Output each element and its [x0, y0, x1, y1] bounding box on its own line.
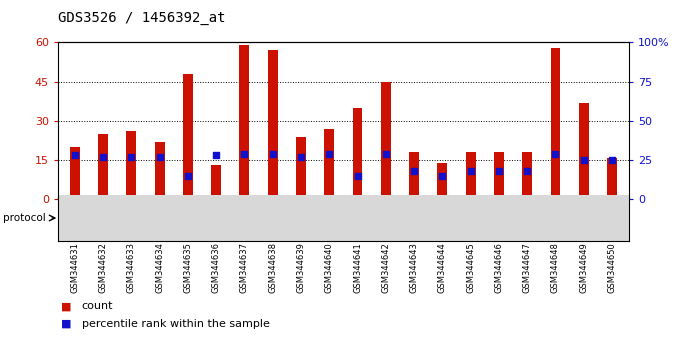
Bar [551, 48, 560, 199]
Text: count: count [82, 301, 113, 311]
Bar [154, 142, 165, 199]
Bar [268, 50, 277, 199]
Bar [437, 163, 447, 199]
Point [267, 151, 278, 157]
Point [69, 153, 80, 158]
Bar [381, 82, 391, 199]
Text: myostatin inhibition: myostatin inhibition [426, 211, 544, 224]
Point [98, 154, 109, 160]
Bar [324, 129, 334, 199]
Point [324, 151, 335, 157]
Point [578, 157, 589, 163]
FancyBboxPatch shape [58, 201, 341, 239]
Bar [126, 131, 136, 199]
Point [550, 151, 561, 157]
Bar [522, 152, 532, 199]
Bar [70, 147, 80, 199]
Point [607, 157, 617, 163]
Bar [579, 103, 589, 199]
Bar [494, 152, 504, 199]
Point [154, 154, 165, 160]
Point [522, 169, 532, 174]
Text: percentile rank within the sample: percentile rank within the sample [82, 319, 269, 329]
Point [239, 151, 250, 157]
Point [465, 169, 476, 174]
Point [380, 151, 391, 157]
Point [409, 169, 420, 174]
Bar [211, 165, 221, 199]
Bar [183, 74, 193, 199]
Point [437, 173, 448, 179]
Bar [607, 158, 617, 199]
Point [296, 154, 307, 160]
Bar [296, 137, 306, 199]
Bar [98, 134, 108, 199]
Text: protocol: protocol [3, 213, 46, 223]
Point [126, 154, 137, 160]
Point [494, 169, 505, 174]
Point [211, 153, 222, 158]
Text: control: control [179, 211, 220, 224]
FancyBboxPatch shape [341, 201, 629, 239]
Text: GDS3526 / 1456392_at: GDS3526 / 1456392_at [58, 11, 225, 25]
Point [182, 173, 193, 179]
Text: ■: ■ [61, 301, 71, 311]
Bar [239, 45, 250, 199]
Point [352, 173, 363, 179]
Bar [353, 108, 362, 199]
Bar [466, 152, 475, 199]
Bar [409, 152, 419, 199]
Text: ■: ■ [61, 319, 71, 329]
